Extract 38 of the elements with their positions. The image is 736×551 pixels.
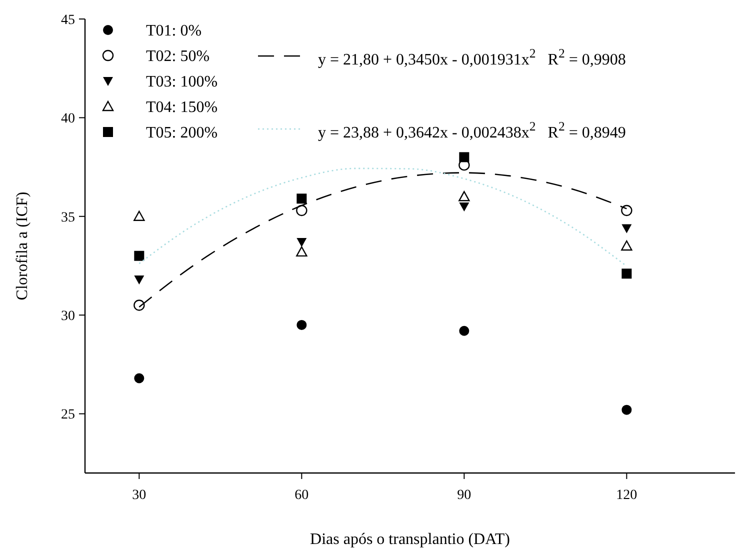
y-tick-label: 25 (61, 408, 75, 423)
legend-label: T02: 50% (146, 48, 210, 66)
legend-label: T03: 100% (146, 74, 218, 91)
point (622, 404, 632, 415)
point (134, 276, 144, 285)
y-tick-label: 45 (61, 12, 75, 28)
point (296, 194, 307, 204)
point (296, 238, 307, 248)
x-tick-label: 30 (132, 488, 146, 503)
point (296, 246, 308, 257)
point (134, 373, 144, 384)
point (459, 152, 470, 162)
y-tick-label: 40 (61, 112, 75, 127)
point (622, 268, 632, 279)
line-series (138, 168, 628, 267)
point (134, 250, 144, 261)
legend-label: T05: 200% (146, 124, 218, 142)
legend-label: y = 23,88 + 0,3642x - 0,002438x$^{2}$ R$^{2}$ = 0,8949 (318, 120, 626, 142)
legend-label: T01: 0% (146, 22, 202, 40)
point (296, 204, 308, 216)
point (621, 240, 632, 251)
point (621, 204, 632, 216)
y-axis-title: Clorofila a (ICF) (14, 192, 31, 300)
point (296, 320, 307, 330)
x-axis-title: Dias após o transplantio (DAT) (310, 531, 510, 548)
point (459, 202, 470, 212)
x-tick-label: 60 (294, 488, 309, 503)
point (134, 300, 145, 311)
legend-label: y = 21,80 + 0,3450x - 0,001931x$^{2}$ R$^{2}$ = 0,9908 (318, 46, 626, 69)
y-tick-label: 35 (61, 210, 75, 226)
x-tick-label: 90 (457, 488, 472, 503)
point (134, 210, 145, 221)
point (459, 326, 470, 336)
legend-label: T04: 150% (146, 99, 218, 116)
point (622, 224, 632, 234)
point (458, 191, 470, 202)
x-tick-label: 120 (616, 488, 638, 503)
y-tick-label: 30 (61, 308, 75, 324)
